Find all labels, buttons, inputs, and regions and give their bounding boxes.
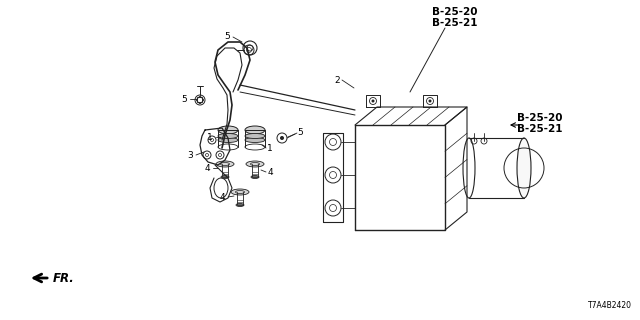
Text: 5: 5 xyxy=(224,31,230,41)
Text: T7A4B2420: T7A4B2420 xyxy=(588,301,632,310)
Text: 1: 1 xyxy=(267,143,273,153)
Circle shape xyxy=(371,100,374,102)
Text: 2: 2 xyxy=(334,76,340,84)
Ellipse shape xyxy=(251,175,259,179)
Ellipse shape xyxy=(218,138,238,142)
Ellipse shape xyxy=(245,126,265,134)
Ellipse shape xyxy=(246,161,264,167)
Text: 4: 4 xyxy=(219,193,225,202)
Text: 3: 3 xyxy=(187,150,193,159)
Ellipse shape xyxy=(245,138,265,142)
Text: 5: 5 xyxy=(181,94,187,103)
Circle shape xyxy=(280,136,284,140)
Text: 1: 1 xyxy=(207,132,213,141)
Text: 4: 4 xyxy=(267,167,273,177)
Text: FR.: FR. xyxy=(53,271,75,284)
Ellipse shape xyxy=(245,133,265,139)
Text: 4: 4 xyxy=(204,164,210,172)
Text: B-25-20: B-25-20 xyxy=(517,113,563,123)
Ellipse shape xyxy=(218,133,238,139)
Text: B-25-21: B-25-21 xyxy=(432,18,477,28)
Text: 5: 5 xyxy=(297,127,303,137)
Ellipse shape xyxy=(221,175,229,179)
Ellipse shape xyxy=(231,189,249,195)
Circle shape xyxy=(429,100,431,102)
Ellipse shape xyxy=(517,138,531,198)
Text: B-25-21: B-25-21 xyxy=(517,124,563,134)
Ellipse shape xyxy=(216,161,234,167)
Text: B-25-20: B-25-20 xyxy=(432,7,477,17)
Ellipse shape xyxy=(218,126,238,134)
Ellipse shape xyxy=(236,204,244,206)
